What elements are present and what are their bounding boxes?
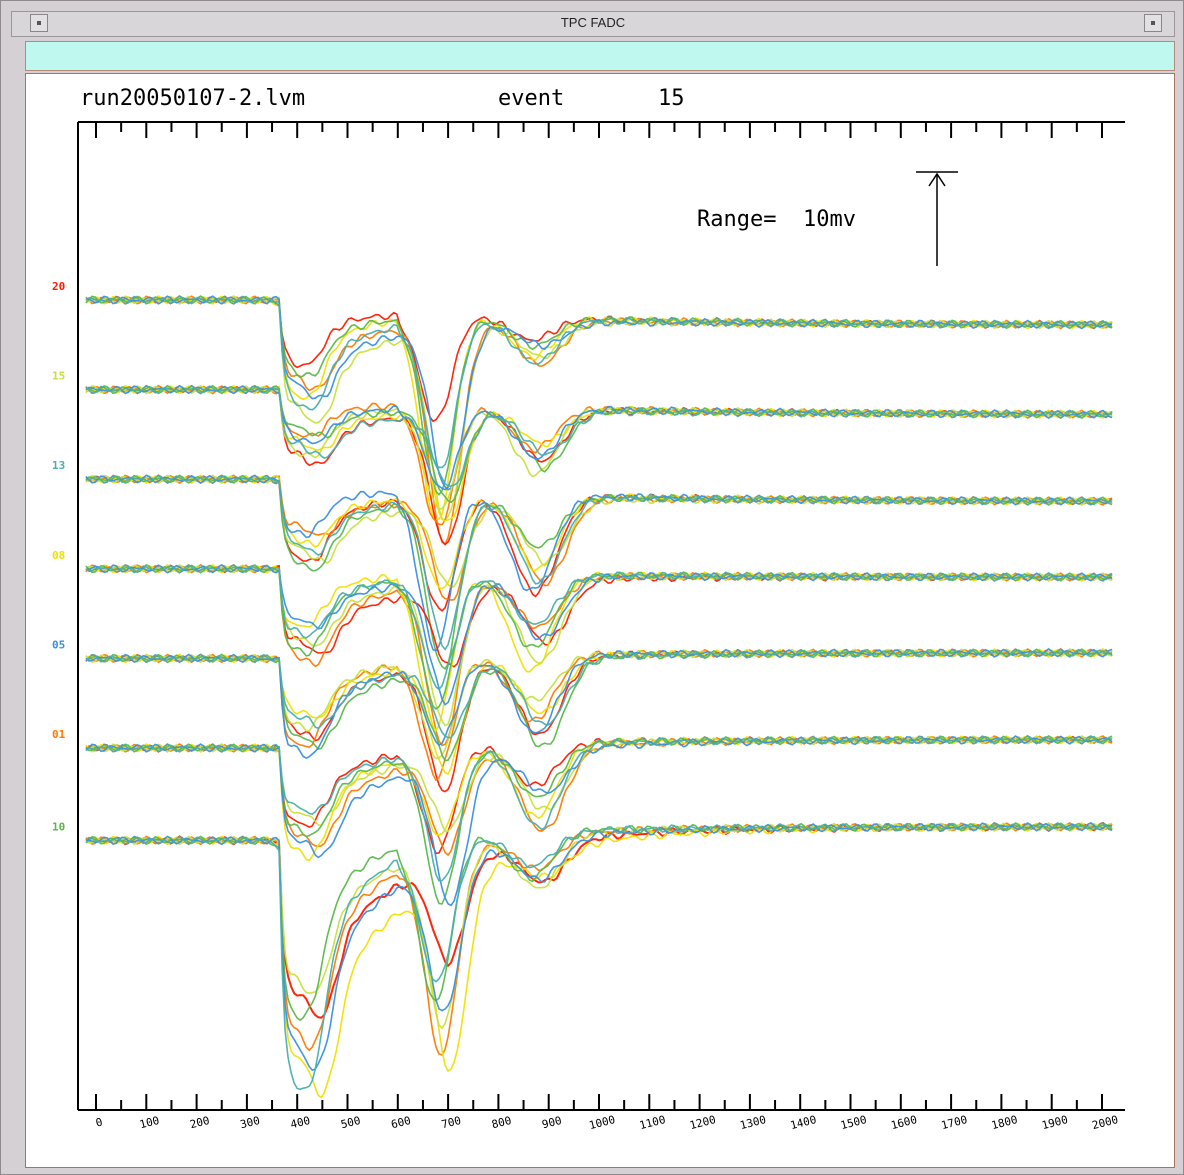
x-tick-label: 200 bbox=[189, 1114, 211, 1131]
x-tick-label: 500 bbox=[339, 1114, 361, 1131]
waveform-line bbox=[85, 822, 1113, 1091]
waveform-line bbox=[85, 563, 1113, 706]
waveform-line bbox=[85, 564, 1113, 691]
x-tick-label: 2000 bbox=[1091, 1113, 1120, 1132]
range-label: Range= 10mv bbox=[697, 207, 856, 232]
waveform-line bbox=[85, 563, 1113, 727]
waveform-line bbox=[85, 563, 1113, 711]
channel-label: 13 bbox=[52, 459, 65, 472]
plot-frame bbox=[25, 73, 1175, 1168]
x-tick-label: 300 bbox=[239, 1114, 261, 1131]
x-tick-label: 1800 bbox=[990, 1113, 1019, 1132]
window-titlebar[interactable]: TPC FADC bbox=[11, 11, 1175, 37]
channel-label: 15 bbox=[52, 370, 65, 383]
waveform-line bbox=[85, 648, 1113, 793]
x-tick-label: 1200 bbox=[688, 1113, 717, 1132]
status-bar bbox=[25, 41, 1175, 71]
x-tick-label: 1700 bbox=[940, 1113, 969, 1132]
window-menu-button[interactable] bbox=[30, 14, 48, 32]
x-tick-label: 1500 bbox=[839, 1113, 868, 1132]
waveform-line bbox=[85, 735, 1113, 882]
x-tick-label: 0 bbox=[94, 1115, 104, 1129]
waveform-line bbox=[85, 648, 1113, 739]
waveform-line bbox=[85, 295, 1113, 520]
x-tick-label: 1000 bbox=[588, 1113, 617, 1132]
waveform-line bbox=[85, 474, 1113, 652]
waveform-line bbox=[85, 384, 1113, 491]
waveform-line bbox=[85, 734, 1113, 855]
waveform-line bbox=[85, 564, 1113, 732]
channel-label: 10 bbox=[52, 820, 65, 833]
channel-label: 20 bbox=[52, 280, 65, 293]
waveform-line bbox=[85, 474, 1113, 670]
x-tick-label: 100 bbox=[138, 1114, 160, 1131]
channel-label: 01 bbox=[52, 728, 66, 741]
channel-label: 08 bbox=[52, 549, 65, 562]
x-tick-label: 700 bbox=[440, 1114, 462, 1131]
x-tick-label: 600 bbox=[390, 1114, 412, 1131]
waveform-line bbox=[85, 821, 1113, 1030]
x-tick-label: 800 bbox=[490, 1114, 512, 1131]
waveform-line bbox=[85, 822, 1113, 1099]
waveform-line bbox=[85, 821, 1113, 1056]
range-arrow-head bbox=[928, 172, 946, 187]
channel-label: 05 bbox=[52, 638, 65, 651]
waveform-line bbox=[85, 295, 1113, 491]
window-title: TPC FADC bbox=[560, 15, 626, 30]
waveform-line bbox=[85, 822, 1113, 1022]
run-name: run20050107-2.lvm bbox=[80, 86, 306, 111]
waveform-line bbox=[85, 734, 1113, 905]
waveform-line bbox=[85, 295, 1113, 546]
waveform-line bbox=[85, 648, 1113, 762]
x-tick-label: 900 bbox=[541, 1114, 563, 1131]
event-label: event bbox=[498, 86, 565, 111]
waveform-line bbox=[85, 474, 1113, 612]
waveform-line bbox=[85, 295, 1113, 522]
waveform-line bbox=[85, 821, 1113, 1019]
x-tick-label: 1100 bbox=[638, 1113, 667, 1132]
x-tick-label: 1300 bbox=[739, 1113, 768, 1132]
x-tick-label: 1600 bbox=[890, 1113, 919, 1132]
waveform-line bbox=[85, 474, 1113, 651]
x-tick-label: 1400 bbox=[789, 1113, 818, 1132]
waveform-line bbox=[85, 648, 1113, 759]
waveform-line bbox=[85, 384, 1113, 504]
event-number: 15 bbox=[658, 86, 685, 111]
waveform-line bbox=[85, 821, 1113, 1072]
waveform-line bbox=[85, 648, 1113, 782]
waveform-line bbox=[85, 384, 1113, 488]
waveform-line bbox=[85, 295, 1113, 423]
waveform-line bbox=[85, 648, 1113, 776]
waveform-line bbox=[85, 295, 1113, 469]
waveform-line bbox=[85, 735, 1113, 907]
x-tick-label: 1900 bbox=[1040, 1113, 1069, 1132]
waveform-line bbox=[85, 384, 1113, 511]
window-minimize-button[interactable] bbox=[1144, 14, 1162, 32]
x-tick-label: 400 bbox=[289, 1114, 311, 1131]
